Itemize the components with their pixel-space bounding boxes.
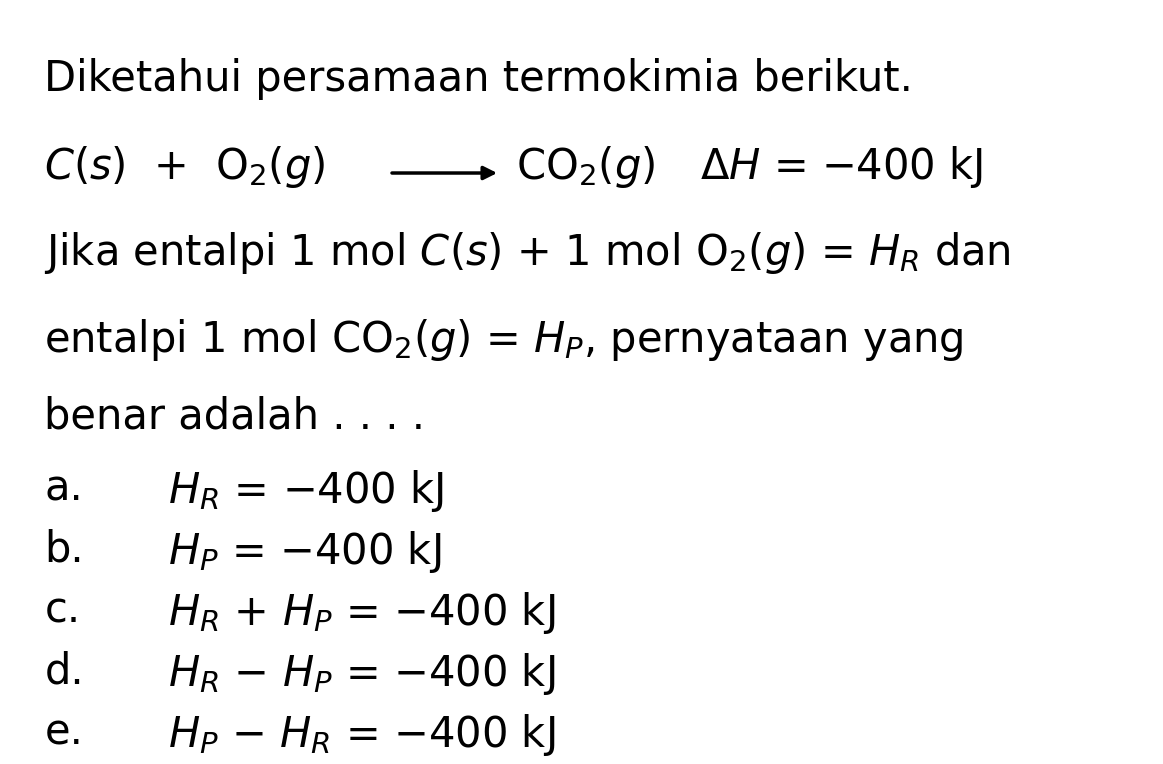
Text: Jika entalpi 1 mol $\mathit{C}$($\mathit{s}$) + 1 mol O$_2$($\mathit{g}$) = $\ma: Jika entalpi 1 mol $\mathit{C}$($\mathit… [44, 231, 1011, 277]
Text: $\mathit{H}_R$ = $-$400 kJ: $\mathit{H}_R$ = $-$400 kJ [167, 468, 443, 513]
Text: $\mathit{H}_R$ $-$ $\mathit{H}_P$ = $-$400 kJ: $\mathit{H}_R$ $-$ $\mathit{H}_P$ = $-$4… [167, 651, 555, 697]
Text: $\mathit{H}_P$ $-$ $\mathit{H}_R$ = $-$400 kJ: $\mathit{H}_P$ $-$ $\mathit{H}_R$ = $-$4… [167, 712, 555, 758]
Text: b.: b. [44, 529, 84, 571]
Text: $\mathit{C}$($\mathit{s}$)  +  O$_2$($\mathit{g}$): $\mathit{C}$($\mathit{s}$) + O$_2$($\mat… [44, 144, 326, 190]
Text: d.: d. [44, 651, 84, 693]
Text: CO$_2$($\mathit{g}$): CO$_2$($\mathit{g}$) [515, 144, 655, 190]
Text: e.: e. [44, 712, 83, 754]
Text: Diketahui persamaan termokimia berikut.: Diketahui persamaan termokimia berikut. [44, 58, 913, 100]
Text: $\Delta \mathit{H}$ = $-$400 kJ: $\Delta \mathit{H}$ = $-$400 kJ [700, 144, 984, 190]
Text: benar adalah . . . .: benar adalah . . . . [44, 396, 426, 438]
Text: a.: a. [44, 468, 83, 510]
Text: $\mathit{H}_R$ + $\mathit{H}_P$ = $-$400 kJ: $\mathit{H}_R$ + $\mathit{H}_P$ = $-$400… [167, 590, 555, 636]
Text: entalpi 1 mol CO$_2$($\mathit{g}$) = $\mathit{H}_P$, pernyataan yang: entalpi 1 mol CO$_2$($\mathit{g}$) = $\m… [44, 317, 964, 363]
Text: c.: c. [44, 590, 80, 632]
Text: $\mathit{H}_P$ = $-$400 kJ: $\mathit{H}_P$ = $-$400 kJ [167, 529, 441, 575]
